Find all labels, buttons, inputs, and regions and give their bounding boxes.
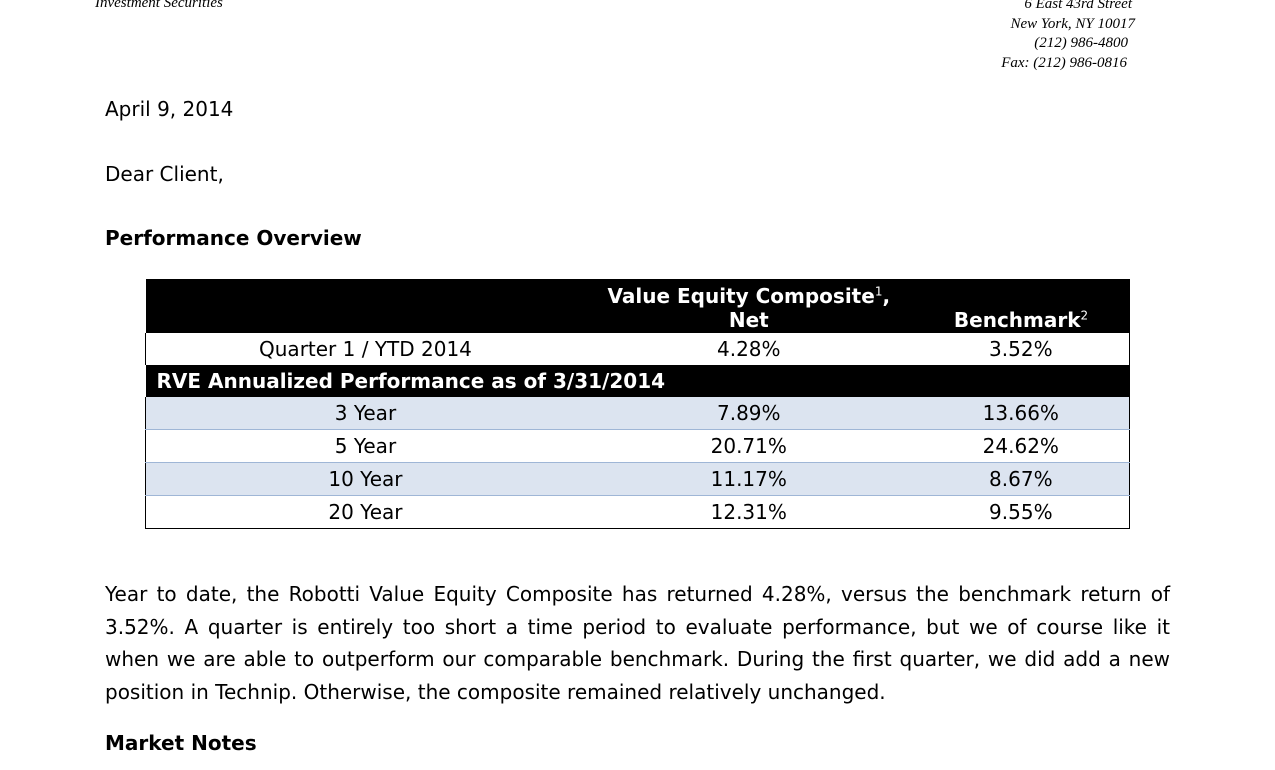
row-benchmark: 13.66% (912, 397, 1130, 430)
performance-heading: Performance Overview (105, 226, 362, 250)
header-benchmark-label: Benchmark (953, 308, 1081, 332)
address-phone: (212) 986-4800 (1034, 35, 1128, 51)
table-row: 20 Year 12.31% 9.55% (144, 495, 1130, 529)
row-label: 3 Year (144, 397, 585, 430)
letter-date: April 9, 2014 (105, 97, 234, 121)
ytd-label: Quarter 1 / YTD 2014 (144, 333, 585, 365)
salutation: Dear Client, (105, 162, 224, 186)
address-street: 6 East 43rd Street (1024, 0, 1132, 12)
letterhead-firm: Investment Securities (95, 0, 223, 11)
address-fax: Fax: (212) 986-0816 (1001, 54, 1127, 71)
row-composite: 7.89% (584, 397, 913, 430)
header-composite-footnote: 1 (874, 284, 883, 299)
header-composite: Value Equity Composite1, Net (584, 279, 913, 333)
annualized-heading-row: RVE Annualized Performance as of 3/31/20… (145, 365, 1130, 397)
row-composite: 11.17% (584, 462, 913, 496)
table-row: 3 Year 7.89% 13.66% (144, 397, 1130, 430)
header-empty-cell (145, 279, 585, 333)
market-notes-heading: Market Notes (105, 731, 257, 755)
ytd-composite: 4.28% (584, 333, 913, 365)
table-row: 5 Year 20.71% 24.62% (144, 429, 1130, 463)
row-composite: 12.31% (584, 495, 913, 529)
performance-table: Value Equity Composite1, Net Benchmark2 … (144, 279, 1130, 529)
address-city: New York, NY 10017 (1010, 15, 1135, 32)
row-benchmark: 9.55% (912, 495, 1130, 529)
row-benchmark: 24.62% (912, 429, 1130, 463)
table-header-row: Value Equity Composite1, Net Benchmark2 (145, 279, 1130, 333)
header-benchmark: Benchmark2 (912, 279, 1130, 333)
row-label: 10 Year (144, 462, 585, 496)
row-benchmark: 8.67% (912, 462, 1130, 496)
header-composite-label: Value Equity Composite (607, 284, 875, 308)
table-row: 10 Year 11.17% 8.67% (144, 462, 1130, 496)
ytd-benchmark: 3.52% (912, 333, 1130, 365)
header-benchmark-footnote: 2 (1080, 308, 1089, 323)
annualized-heading: RVE Annualized Performance as of 3/31/20… (145, 365, 1130, 397)
letterhead-address: 6 East 43rd Street New York, NY 10017 (2… (1001, 0, 1135, 73)
row-label: 20 Year (144, 495, 585, 529)
body-paragraph: Year to date, the Robotti Value Equity C… (105, 582, 1170, 704)
row-label: 5 Year (144, 429, 585, 463)
ytd-row: Quarter 1 / YTD 2014 4.28% 3.52% (144, 333, 1130, 365)
row-composite: 20.71% (584, 429, 913, 463)
header-composite-suffix: , Net (728, 284, 891, 332)
